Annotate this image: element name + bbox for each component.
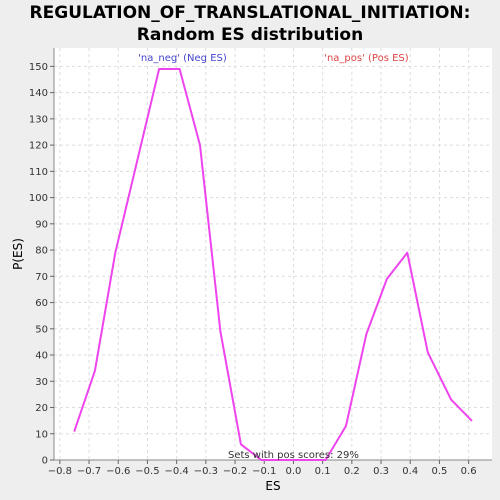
data-point <box>280 459 283 461</box>
x-tick-label: −0.2 <box>223 466 247 477</box>
neg-es-label: 'na_neg' (Neg ES) <box>138 53 227 64</box>
y-tick-label: 110 <box>29 167 48 178</box>
chart-title-line-2: Random ES distribution <box>136 25 364 45</box>
y-axis-ticks: 0 10 20 30 40 50 60 70 80 90 100 110 120 130 140 150 <box>29 62 54 467</box>
x-tick-label: −0.3 <box>194 466 218 477</box>
x-tick-label: 0.1 <box>315 466 331 477</box>
y-tick-label: 80 <box>35 246 48 257</box>
x-tick-label: −0.4 <box>164 466 188 477</box>
data-point <box>219 330 222 333</box>
x-tick-label: 0.5 <box>431 466 447 477</box>
pos-scores-note: Sets with pos scores: 29% <box>228 450 359 461</box>
data-point <box>199 144 201 146</box>
x-tick-label: 0.3 <box>373 466 389 477</box>
data-point <box>345 425 347 427</box>
grid-lines <box>54 48 492 461</box>
data-point <box>450 398 452 401</box>
data-point <box>240 443 242 446</box>
data-point <box>324 459 327 461</box>
y-tick-label: 130 <box>29 114 48 125</box>
data-point <box>73 430 76 432</box>
y-axis-label: P(ES) <box>11 238 25 270</box>
x-tick-label: 0.0 <box>285 466 301 477</box>
y-tick-label: 10 <box>35 429 48 440</box>
y-tick-label: 30 <box>35 377 48 388</box>
x-tick-label: −0.8 <box>48 466 72 477</box>
plot-area <box>54 48 492 460</box>
data-point <box>406 251 409 254</box>
y-tick-label: 100 <box>29 193 48 204</box>
y-tick-label: 120 <box>29 141 48 152</box>
data-point <box>304 459 306 461</box>
data-point <box>365 333 368 335</box>
x-tick-label: 0.6 <box>461 466 477 477</box>
data-point <box>386 278 388 280</box>
y-tick-label: 140 <box>29 88 48 99</box>
y-tick-label: 90 <box>35 219 48 230</box>
x-tick-label: −0.6 <box>106 466 130 477</box>
y-tick-label: 150 <box>29 62 48 73</box>
data-point <box>158 68 160 70</box>
x-tick-label: 0.2 <box>344 466 360 477</box>
y-tick-label: 0 <box>42 456 48 467</box>
y-tick-label: 50 <box>35 324 48 335</box>
data-point <box>260 459 263 461</box>
data-point <box>178 68 181 70</box>
x-tick-label: −0.5 <box>135 466 159 477</box>
data-point <box>94 369 96 372</box>
data-point <box>114 251 117 254</box>
x-axis-label: ES <box>265 479 280 493</box>
data-point <box>470 419 473 422</box>
data-point <box>426 351 429 354</box>
x-tick-label: −0.1 <box>252 466 276 477</box>
series-points <box>73 68 473 461</box>
x-tick-label: 0.4 <box>402 466 418 477</box>
pos-es-label: 'na_pos' (Pos ES) <box>324 53 409 64</box>
y-tick-label: 40 <box>35 351 48 362</box>
chart-title-line-1: REGULATION_OF_TRANSLATIONAL_INITIATION: <box>29 3 471 23</box>
y-tick-label: 60 <box>35 298 48 309</box>
x-axis-ticks: −0.8 −0.7 −0.6 −0.5 −0.4 −0.3 −0.2 −0.1 0.0 0.1 0.… <box>48 460 477 477</box>
y-tick-label: 20 <box>35 403 48 414</box>
chart-title: REGULATION_OF_TRANSLATIONAL_INITIATION: … <box>0 2 500 46</box>
y-tick-label: 70 <box>35 272 48 283</box>
x-tick-label: −0.7 <box>77 466 101 477</box>
